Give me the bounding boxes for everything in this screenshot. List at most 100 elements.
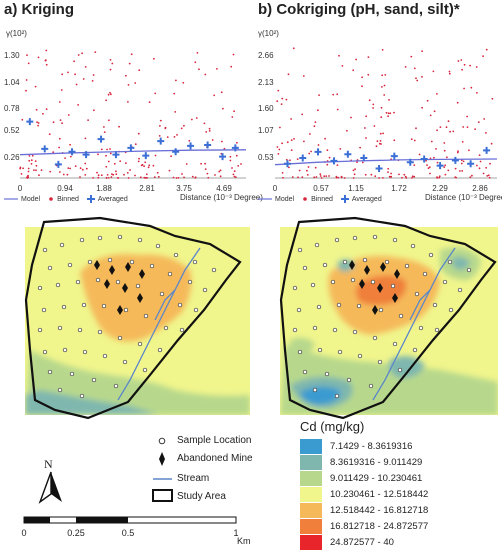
binned-point: [154, 92, 157, 95]
sample-marker: [177, 302, 183, 308]
mine-marker: [122, 283, 128, 293]
legend-averaged: Averaged: [86, 195, 128, 203]
binned-point: [454, 176, 457, 179]
cd-legend-swatch: [300, 471, 322, 486]
chart-a-xtick: 4.69: [216, 184, 232, 193]
legend-study-area: Study Area: [177, 491, 226, 502]
binned-point: [387, 171, 389, 174]
binned-point: [381, 49, 384, 51]
binned-point: [460, 59, 463, 61]
binned-point: [448, 72, 451, 75]
binned-point: [181, 173, 183, 175]
binned-point: [421, 50, 423, 52]
binned-point: [389, 112, 392, 115]
sample-marker: [336, 302, 342, 308]
binned-point: [418, 153, 421, 156]
binned-point: [145, 173, 148, 176]
binned-point: [411, 175, 414, 178]
sample-marker: [414, 291, 420, 297]
chart-b-legend: Model Binned Averaged: [258, 195, 382, 203]
binned-point: [387, 112, 390, 115]
binned-point: [194, 61, 197, 64]
binned-point: [324, 137, 326, 140]
binned-point: [208, 127, 211, 130]
binned-point: [469, 176, 472, 179]
binned-point: [168, 169, 171, 172]
binned-point: [110, 93, 112, 96]
binned-point: [37, 56, 40, 59]
binned-point: [387, 115, 389, 118]
sample-marker: [79, 237, 85, 243]
binned-point: [166, 136, 169, 139]
binned-point: [380, 106, 383, 109]
binned-point: [156, 171, 159, 174]
binned-point: [439, 126, 442, 128]
sample-marker: [316, 304, 322, 310]
binned-point: [237, 165, 240, 167]
chart-b-ytick: 2.66: [258, 51, 274, 60]
binned-point: [119, 160, 122, 163]
binned-point: [34, 160, 37, 163]
binned-point: [45, 108, 48, 111]
averaged-point: [344, 150, 352, 158]
binned-point: [350, 116, 352, 119]
cd-legend-row: 9.011429 - 10.230461: [300, 471, 422, 486]
binned-point: [447, 169, 450, 172]
binned-point: [97, 176, 100, 179]
binned-point: [447, 120, 450, 123]
mine-marker: [359, 279, 365, 289]
binned-point: [26, 176, 28, 179]
sample-marker: [77, 327, 83, 333]
binned-point: [325, 175, 328, 178]
binned-point: [280, 103, 283, 105]
scale-label: 0.5: [121, 528, 135, 538]
binned-point: [433, 156, 435, 159]
binned-point: [100, 148, 103, 151]
binned-point: [22, 167, 24, 170]
binned-point: [444, 164, 447, 167]
binned-point: [134, 174, 136, 177]
binned-point: [339, 148, 342, 150]
binned-point: [313, 176, 316, 179]
binned-point: [175, 79, 177, 82]
averaged-point: [467, 160, 475, 168]
sample-marker: [292, 327, 298, 333]
chart-a-ytick: 0.78: [4, 104, 20, 113]
study-area-boundary: [279, 216, 497, 420]
legend-model-label: Model: [21, 195, 41, 203]
binned-point: [429, 114, 432, 117]
binned-point: [466, 115, 468, 118]
binned-point: [58, 101, 61, 103]
binned-point: [20, 173, 23, 175]
cd-legend-row: 7.1429 - 8.3619316: [300, 439, 412, 454]
averaged-point: [172, 148, 180, 156]
scale-label: 1: [233, 528, 239, 538]
model-line: [19, 149, 247, 156]
sample-marker: [422, 271, 428, 277]
chart-a-xtick: 0.94: [57, 184, 73, 193]
binned-point: [291, 176, 294, 178]
binned-point: [79, 176, 81, 178]
sample-location-icon: [158, 437, 166, 445]
legend-binned-label: Binned: [311, 195, 333, 203]
binned-point: [194, 177, 197, 179]
legend-averaged-label: Averaged: [351, 195, 382, 203]
binned-point: [336, 93, 339, 96]
binned-point: [232, 53, 235, 56]
binned-point: [487, 174, 490, 177]
sample-marker: [101, 303, 107, 309]
averaged-point: [68, 148, 76, 156]
binned-point: [173, 136, 176, 138]
binned-point: [421, 106, 423, 109]
binned-point: [45, 49, 48, 52]
binned-point: [298, 169, 301, 172]
binned-point: [433, 110, 436, 113]
averaged-point: [314, 148, 322, 156]
binned-point: [426, 164, 428, 167]
binned-point: [477, 121, 480, 123]
binned-point: [365, 137, 367, 139]
binned-point: [127, 177, 130, 179]
averaged-point: [406, 158, 414, 166]
binned-point: [390, 172, 392, 175]
binned-point: [109, 148, 111, 150]
